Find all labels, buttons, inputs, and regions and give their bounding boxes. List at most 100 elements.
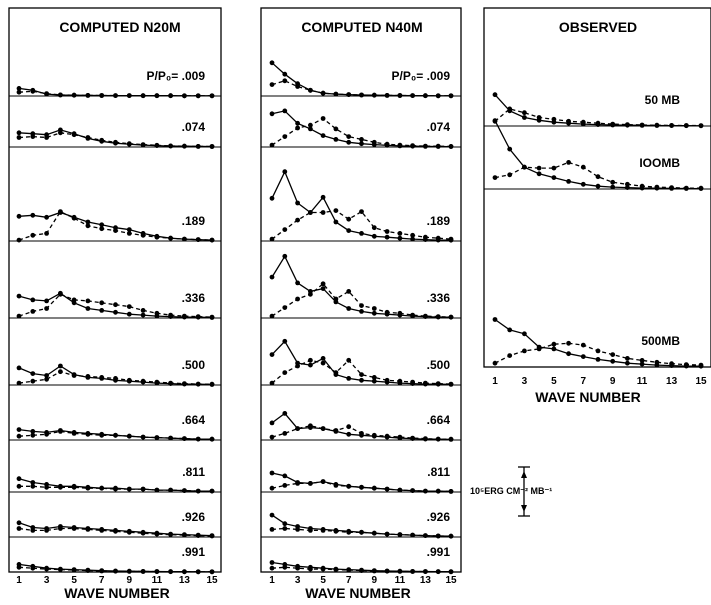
dashed-series-point: [320, 116, 326, 121]
solid-series-point: [44, 298, 49, 304]
dashed-series-point: [333, 91, 339, 97]
dashed-series-point: [99, 568, 105, 574]
dashed-series-point: [397, 93, 403, 98]
dashed-series-point: [410, 435, 415, 441]
dashed-series-point: [536, 115, 542, 120]
solid-series-point: [551, 346, 557, 352]
dashed-series-point: [58, 484, 63, 490]
solid-series-point: [359, 377, 364, 383]
dashed-series-point: [384, 433, 390, 439]
x-tick-label: 13: [666, 376, 678, 387]
dashed-series-point: [423, 234, 428, 240]
dashed-series-point: [44, 376, 49, 382]
dashed-series-line: [18, 527, 213, 537]
dashed-series-point: [209, 488, 215, 494]
panel: .189: [261, 169, 461, 243]
dashed-series-point: [182, 313, 187, 319]
dashed-series-point: [397, 310, 403, 316]
panel: 50 MB: [484, 92, 711, 129]
solid-series-point: [536, 171, 542, 177]
dashed-series-point: [113, 139, 118, 145]
x-tick-labels: 1 3 5 7 9 11 13 15: [16, 575, 218, 586]
dashed-series-point: [168, 312, 174, 318]
dashed-series-point: [423, 313, 428, 319]
dashed-series-point: [595, 174, 601, 180]
x-tick-labels: 1 3 5 7 9 11 13 15: [269, 575, 457, 586]
dashed-series-point: [282, 305, 288, 310]
dashed-series-point: [209, 237, 215, 243]
dashed-series-point: [44, 484, 49, 490]
chart-computed-n40m: COMPUTED N40M P/P₀= .009 .074 .189 .336 .500…: [260, 7, 462, 601]
dashed-series-point: [371, 92, 377, 98]
dashed-series-point: [113, 568, 118, 574]
x-tick-label: 11: [152, 575, 163, 586]
solid-series-point: [269, 274, 275, 280]
solid-series-point: [85, 219, 91, 225]
x-tick-label: 9: [127, 575, 133, 586]
dashed-series-point: [397, 487, 403, 493]
dashed-series-point: [308, 122, 313, 128]
panel: .074: [261, 108, 461, 150]
panel: IOOMB: [484, 118, 711, 192]
panel-label: P/P₀= .009: [392, 69, 451, 83]
dashed-series-point: [346, 289, 352, 294]
dashed-series-point: [113, 228, 118, 234]
chart-computed-n20m: COMPUTED N20M P/P₀= .009 .074 .189 .336 .500…: [8, 7, 222, 601]
dashed-series-point: [126, 433, 132, 439]
dashed-series-point: [346, 216, 352, 222]
dashed-series-point: [536, 346, 542, 352]
dashed-series-point: [346, 529, 352, 535]
dashed-series-point: [44, 566, 49, 572]
dashed-series-point: [669, 361, 674, 367]
dashed-series-point: [113, 432, 118, 438]
dashed-series-point: [669, 123, 674, 128]
arrow-down-icon: [521, 505, 527, 512]
dashed-series-point: [435, 569, 441, 575]
dashed-series-point: [359, 431, 364, 436]
solid-series-point: [16, 365, 22, 371]
dashed-series-point: [44, 135, 49, 140]
dashed-series-point: [333, 528, 339, 534]
dashed-series-point: [384, 568, 390, 574]
dashed-series-point: [71, 92, 77, 98]
dashed-series-point: [410, 569, 415, 574]
dashed-series-point: [126, 529, 132, 535]
solid-series-point: [30, 371, 36, 376]
x-tick-label: 1: [16, 575, 22, 586]
dashed-series-point: [423, 380, 428, 386]
dashed-series-point: [384, 309, 390, 315]
dashed-series-point: [195, 488, 201, 494]
x-tick-label: 13: [420, 575, 432, 586]
panel-label: .074: [182, 120, 206, 134]
solid-series-point: [522, 115, 527, 120]
dashed-series-point: [282, 483, 288, 488]
dashed-series-point: [269, 236, 275, 242]
panel-label: .500: [182, 358, 206, 372]
dashed-series-point: [371, 139, 377, 145]
panel: 500MB: [484, 317, 711, 369]
dashed-series-point: [99, 485, 105, 491]
dashed-series-point: [308, 423, 313, 429]
solid-series-point: [371, 310, 377, 316]
dashed-series-point: [195, 533, 201, 538]
solid-series-point: [282, 411, 288, 416]
x-tick-label: 5: [320, 575, 326, 586]
dashed-series-point: [625, 122, 630, 127]
dashed-series-point: [269, 142, 275, 148]
solid-series-point: [346, 376, 352, 381]
dashed-series-point: [423, 143, 428, 149]
panel: .811: [9, 465, 221, 494]
dashed-series-point: [71, 297, 77, 303]
dashed-series-point: [182, 93, 187, 99]
dashed-series-point: [99, 432, 105, 438]
dashed-series-point: [16, 564, 22, 570]
dashed-series-point: [85, 135, 91, 140]
solid-series-point: [269, 195, 275, 201]
dashed-series-point: [113, 93, 118, 98]
solid-series-point: [113, 309, 118, 315]
dashed-series-point: [182, 532, 187, 538]
dashed-series-point: [85, 93, 91, 98]
dashed-series-point: [397, 434, 403, 440]
dashed-series-point: [154, 435, 160, 440]
dashed-series-point: [30, 483, 36, 489]
